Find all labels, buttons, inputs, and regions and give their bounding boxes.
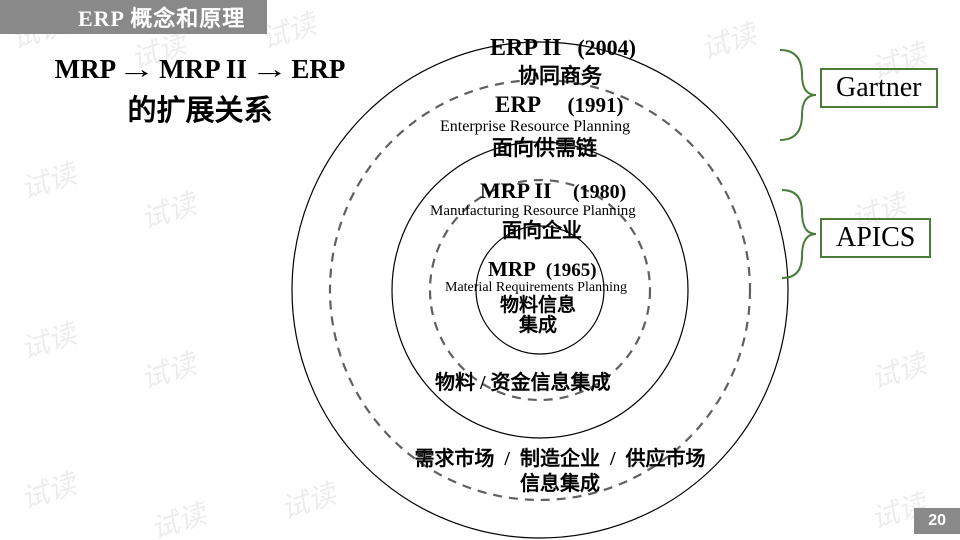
mrp-zh: 物料信息集成 [500,296,576,336]
mrp-name: MRP [488,257,535,281]
erp2-sub: 协同商务 [500,64,620,88]
mrp2-en: Manufacturing Resource Planning [430,203,636,220]
slide: 试读 试读 试读 试读 试读 试读 试读 试读 试读 试读 试读 试读 试读 试… [0,0,960,540]
mrp2-year: (1980) [573,181,626,203]
erp2-bottom: 需求市场 / 制造企业 / 供应市场信息集成 [370,447,750,497]
erp2-year: (2004) [577,35,636,60]
erp-year: (1991) [567,93,623,117]
watermark: 试读 [865,342,931,397]
callout-apics: APICS [820,218,931,258]
erp2-name: ERP II [490,35,561,61]
mrp2-name: MRP II [480,178,552,203]
title-mrp2: MRP II [159,54,247,84]
mrp2-bottom: 物料 / 资金信息集成 [435,372,611,395]
ring-label-erp2: ERP II (2004) [490,35,636,63]
title-mrp: MRP [55,54,115,84]
erp-name: ERP [495,92,540,117]
header-bar: ERP 概念和原理 [0,0,267,34]
erp-en: Enterprise Resource Planning [440,118,630,136]
brace-gartner [780,50,816,140]
watermark: 试读 [135,342,201,397]
ring-label-mrp2: MRP II (1980) [480,178,626,204]
watermark: 试读 [135,182,201,237]
arrow-icon: → [118,54,156,85]
header-title: ERP 概念和原理 [78,1,245,33]
mrp-en: Material Requirements Planning [445,280,627,296]
concentric-diagram: ERP II (2004) 协同商务 ERP (1991) Enterprise… [240,20,840,540]
watermark: 试读 [15,152,81,207]
watermark: 试读 [145,492,211,540]
ring-label-mrp: MRP (1965) [488,257,597,282]
watermark: 试读 [15,312,81,367]
mrp-year: (1965) [546,260,597,281]
ring-label-erp: ERP (1991) [495,92,623,118]
erp-zh: 面向供需链 [492,136,597,160]
watermark: 试读 [15,462,81,517]
callout-gartner: Gartner [820,68,938,108]
page-number: 20 [914,508,960,534]
mrp2-zh: 面向企业 [502,220,582,243]
